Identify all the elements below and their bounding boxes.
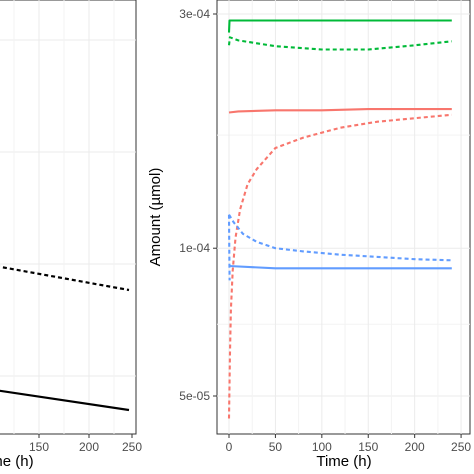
right-y-axis-title: Amount (µmol) (147, 168, 164, 267)
right-grid (217, 0, 470, 434)
right-x-tick-label: 0 (226, 440, 233, 454)
right-series-1-line (227, 36, 452, 51)
right-series-4-line (228, 264, 452, 270)
left-series-lines (0, 265, 130, 412)
left-x-axis-title: Time (h) (0, 453, 34, 470)
right-series-3-line (227, 113, 452, 419)
right-x-axis-title: Time (h) (316, 453, 371, 470)
left-x-tick-labels: 150 200 250 (29, 434, 142, 454)
right-y-tick-label: 3e-04 (179, 7, 210, 21)
right-y-tick-label: 1e-04 (179, 241, 210, 255)
right-series-lines (227, 19, 452, 419)
left-panel: 150 200 250 Time (h) (0, 0, 142, 470)
right-y-tick-labels: 5e-05 1e-04 3e-04 (179, 7, 217, 403)
right-plot-background (216, 0, 471, 435)
right-x-tick-label: 100 (312, 440, 332, 454)
right-x-tick-label: 250 (451, 440, 471, 454)
right-x-tick-label: 50 (269, 440, 283, 454)
left-x-tick-label: 200 (79, 440, 99, 454)
right-series-0-line (227, 19, 452, 33)
left-grid (0, 0, 136, 434)
left-plot-background (0, 0, 137, 435)
right-panel: 0 50 100 150 200 250 5e-05 1e-04 3e-04 Time (h)… (147, 0, 471, 470)
right-y-tick-label: 5e-05 (179, 389, 210, 403)
left-x-tick-label: 250 (122, 440, 142, 454)
right-series-6-line (227, 214, 231, 281)
right-x-tick-labels: 0 50 100 150 200 250 (226, 434, 471, 454)
left-series-0-line (0, 265, 130, 292)
right-series-2-line (228, 108, 452, 114)
left-x-tick-label: 150 (29, 440, 49, 454)
right-x-tick-label: 150 (358, 440, 378, 454)
right-series-5-line (228, 214, 452, 262)
left-series-1-line (0, 389, 130, 412)
right-x-tick-label: 200 (405, 440, 425, 454)
